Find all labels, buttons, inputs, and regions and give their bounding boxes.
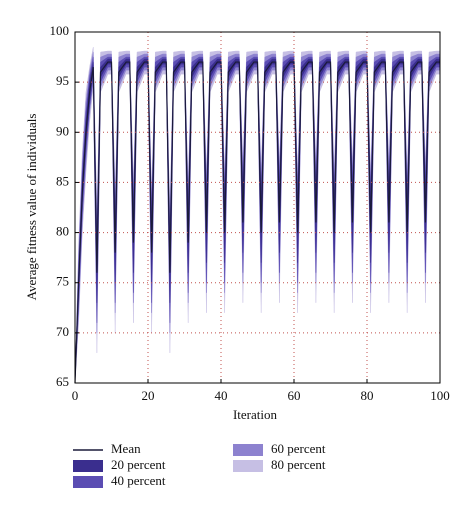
x-tick-label: 20 — [142, 388, 155, 403]
x-tick-label: 40 — [215, 388, 228, 403]
y-tick-label: 90 — [56, 123, 69, 138]
y-axis-label: Average fitness value of individuals — [24, 114, 39, 301]
legend-swatch — [233, 444, 263, 456]
legend-swatch — [73, 476, 103, 488]
y-tick-label: 85 — [56, 173, 69, 188]
x-tick-label: 0 — [72, 388, 79, 403]
y-tick-label: 75 — [56, 274, 69, 289]
x-tick-label: 80 — [361, 388, 374, 403]
plot-frame — [74, 31, 441, 384]
legend-swatch — [73, 460, 103, 472]
legend-label: Mean — [111, 441, 141, 456]
legend-label: 40 percent — [111, 473, 166, 488]
x-tick-label: 60 — [288, 388, 301, 403]
y-tick-label: 95 — [56, 73, 69, 88]
x-axis-label: Iteration — [233, 407, 278, 422]
x-tick-label: 100 — [430, 388, 450, 403]
legend-swatch — [233, 460, 263, 472]
y-tick-label: 65 — [56, 374, 69, 389]
y-tick-label: 70 — [56, 324, 69, 339]
legend-label: 60 percent — [271, 441, 326, 456]
legend-label: 80 percent — [271, 457, 326, 472]
y-tick-label: 80 — [56, 224, 69, 239]
y-tick-label: 100 — [50, 23, 70, 38]
mean-line — [74, 61, 440, 384]
legend-label: 20 percent — [111, 457, 166, 472]
